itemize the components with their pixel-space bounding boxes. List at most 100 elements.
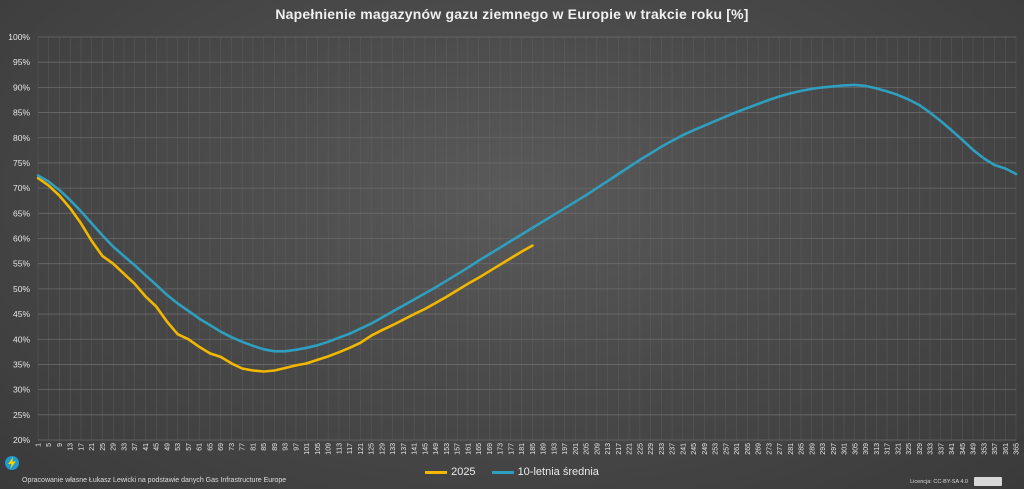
data-point <box>305 346 308 349</box>
series-lines <box>36 83 1018 373</box>
data-point <box>510 240 512 242</box>
x-tick-label: 269 <box>756 443 763 455</box>
x-tick-label: 229 <box>648 443 655 455</box>
data-point <box>284 350 287 353</box>
data-point <box>477 259 480 262</box>
x-tick-label: 161 <box>465 443 472 455</box>
data-point <box>746 107 749 109</box>
data-point <box>90 240 93 242</box>
data-point <box>144 274 147 277</box>
x-tick-label: 129 <box>379 443 386 455</box>
x-tick-label: 1 <box>36 443 43 447</box>
data-point <box>886 90 888 93</box>
data-point <box>123 255 125 257</box>
data-point <box>176 302 179 305</box>
x-tick-label: 333 <box>928 443 935 455</box>
data-point <box>327 340 330 343</box>
data-point <box>843 84 845 87</box>
data-point <box>219 330 222 333</box>
x-tick-label: 177 <box>508 443 515 455</box>
data-point <box>359 341 362 344</box>
data-point <box>219 356 222 358</box>
x-tick-label: 297 <box>831 443 838 455</box>
x-tick-label: 345 <box>960 443 967 455</box>
data-point <box>1004 167 1007 170</box>
data-point <box>456 289 458 292</box>
data-point <box>262 348 265 351</box>
data-point <box>230 336 233 339</box>
x-tick-label: 189 <box>541 443 548 455</box>
legend-swatch-2025 <box>425 470 448 474</box>
data-point <box>47 180 50 183</box>
y-tick-label: 90% <box>13 82 30 92</box>
data-point <box>209 352 211 355</box>
x-tick-label: 221 <box>627 443 634 455</box>
data-point <box>467 282 469 285</box>
x-tick-label: 313 <box>874 443 881 455</box>
data-point <box>993 164 996 166</box>
x-tick-label: 45 <box>154 443 161 451</box>
y-tick-label: 25% <box>13 410 30 420</box>
x-tick-label: 157 <box>455 443 462 455</box>
x-tick-label: 309 <box>863 443 870 455</box>
data-point <box>488 253 491 256</box>
data-point <box>681 134 684 137</box>
x-tick-label: 37 <box>132 443 139 451</box>
x-tick-label: 9 <box>57 443 64 447</box>
data-point <box>853 84 856 86</box>
data-point <box>230 362 233 365</box>
data-point <box>671 139 673 142</box>
data-point <box>692 129 695 132</box>
data-point <box>961 138 964 141</box>
x-tick-label: 77 <box>240 443 247 451</box>
y-tick-label: 45% <box>13 309 30 319</box>
y-tick-label: 55% <box>13 259 30 269</box>
data-point <box>972 148 974 151</box>
x-tick-label: 325 <box>906 443 913 455</box>
y-tick-label: 80% <box>13 133 30 143</box>
x-tick-label: 173 <box>498 443 505 455</box>
data-point <box>284 367 287 369</box>
data-point <box>348 346 351 349</box>
data-point <box>531 244 534 247</box>
data-point <box>563 207 566 210</box>
data-point <box>402 318 405 321</box>
x-tick-label: 249 <box>702 443 709 455</box>
x-tick-label: 17 <box>78 443 85 451</box>
data-point <box>252 344 254 347</box>
x-tick-label: 305 <box>852 443 859 455</box>
data-point <box>144 295 147 298</box>
x-tick-label: 213 <box>605 443 612 455</box>
x-tick-label: 81 <box>250 443 257 451</box>
x-tick-label: 125 <box>369 443 376 455</box>
data-point <box>90 222 93 225</box>
data-point <box>101 234 104 237</box>
data-point <box>413 313 416 315</box>
x-tick-label: 153 <box>444 443 451 455</box>
x-tick-label: 237 <box>670 443 677 455</box>
data-point <box>262 370 265 373</box>
data-point <box>714 120 716 122</box>
x-tick-label: 317 <box>885 443 892 455</box>
data-point <box>133 264 136 267</box>
x-tick-label: 293 <box>820 443 827 455</box>
data-point <box>198 345 201 348</box>
data-point <box>176 333 179 336</box>
data-point <box>391 310 394 313</box>
x-tick-label: 281 <box>788 443 795 455</box>
data-point <box>499 246 501 249</box>
x-tick-label: 225 <box>637 443 644 455</box>
x-tick-label: 181 <box>519 443 526 455</box>
data-point <box>209 324 211 326</box>
data-point <box>112 262 115 265</box>
x-tick-label: 65 <box>207 443 214 451</box>
data-point <box>166 320 168 323</box>
data-point <box>58 189 61 192</box>
data-point <box>660 145 663 148</box>
x-tick-label: 69 <box>218 443 225 451</box>
x-tick-label: 149 <box>433 443 440 455</box>
data-point <box>187 338 190 341</box>
data-point <box>241 340 244 343</box>
data-point <box>273 369 276 372</box>
data-point <box>929 111 931 114</box>
